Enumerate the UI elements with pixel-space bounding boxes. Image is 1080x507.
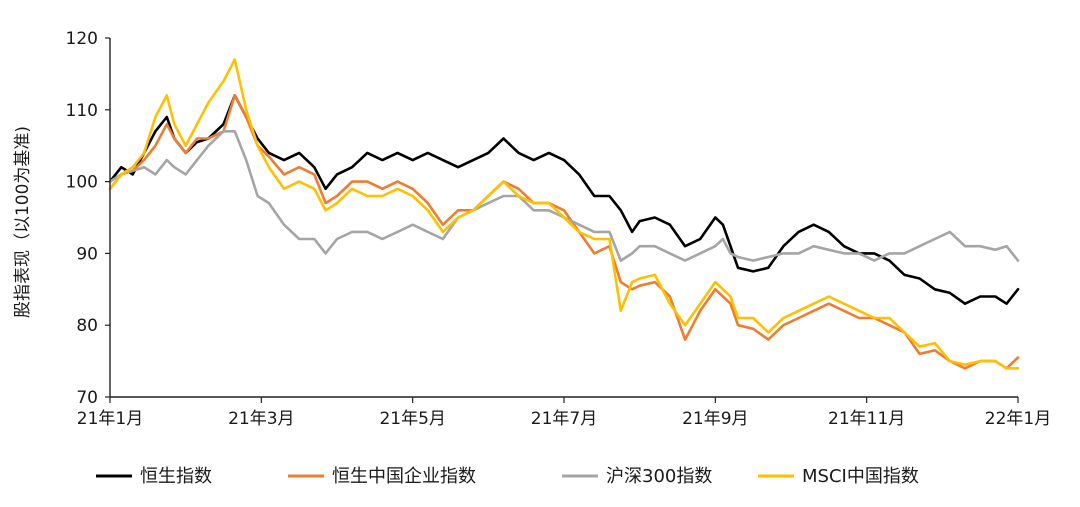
series-line-1: [108, 94, 1020, 305]
y-tick-label: 100: [66, 173, 98, 193]
legend-label-4: MSCI中国指数: [802, 466, 919, 487]
x-tick-label: 21年11月: [828, 409, 905, 429]
legend-label-2: 恒生中国企业指数: [332, 466, 476, 487]
y-tick-label: 90: [76, 244, 98, 264]
series-line-3: [108, 130, 1020, 262]
series-layer: [108, 58, 1020, 370]
x-tick-label: 21年9月: [682, 409, 748, 429]
axes: 70 80 90 100 110 120 21年1月 21年3月 21年5月 21年7月 21年9月…: [66, 29, 1052, 429]
x-tick-label: 21年1月: [77, 409, 143, 429]
x-tick-label: 21年3月: [228, 409, 294, 429]
y-tick-label: 70: [76, 388, 98, 408]
legend-label-1: 恒生指数: [140, 466, 212, 487]
y-tick-label: 80: [76, 316, 98, 336]
y-tick-label: 110: [66, 101, 98, 121]
legend: 恒生指数 恒生中国企业指数 沪深300指数 MSCI中国指数: [96, 466, 919, 487]
legend-label-3: 沪深300指数: [606, 466, 712, 487]
series-line-2: [108, 94, 1020, 370]
y-axis-title: 股指表现（以100为基准): [13, 126, 33, 318]
x-tick-label: 21年7月: [531, 409, 597, 429]
x-tick-label: 22年1月: [985, 409, 1051, 429]
y-tick-label: 120: [66, 29, 98, 49]
series-line-4: [108, 58, 1020, 370]
x-tick-label: 21年5月: [379, 409, 445, 429]
